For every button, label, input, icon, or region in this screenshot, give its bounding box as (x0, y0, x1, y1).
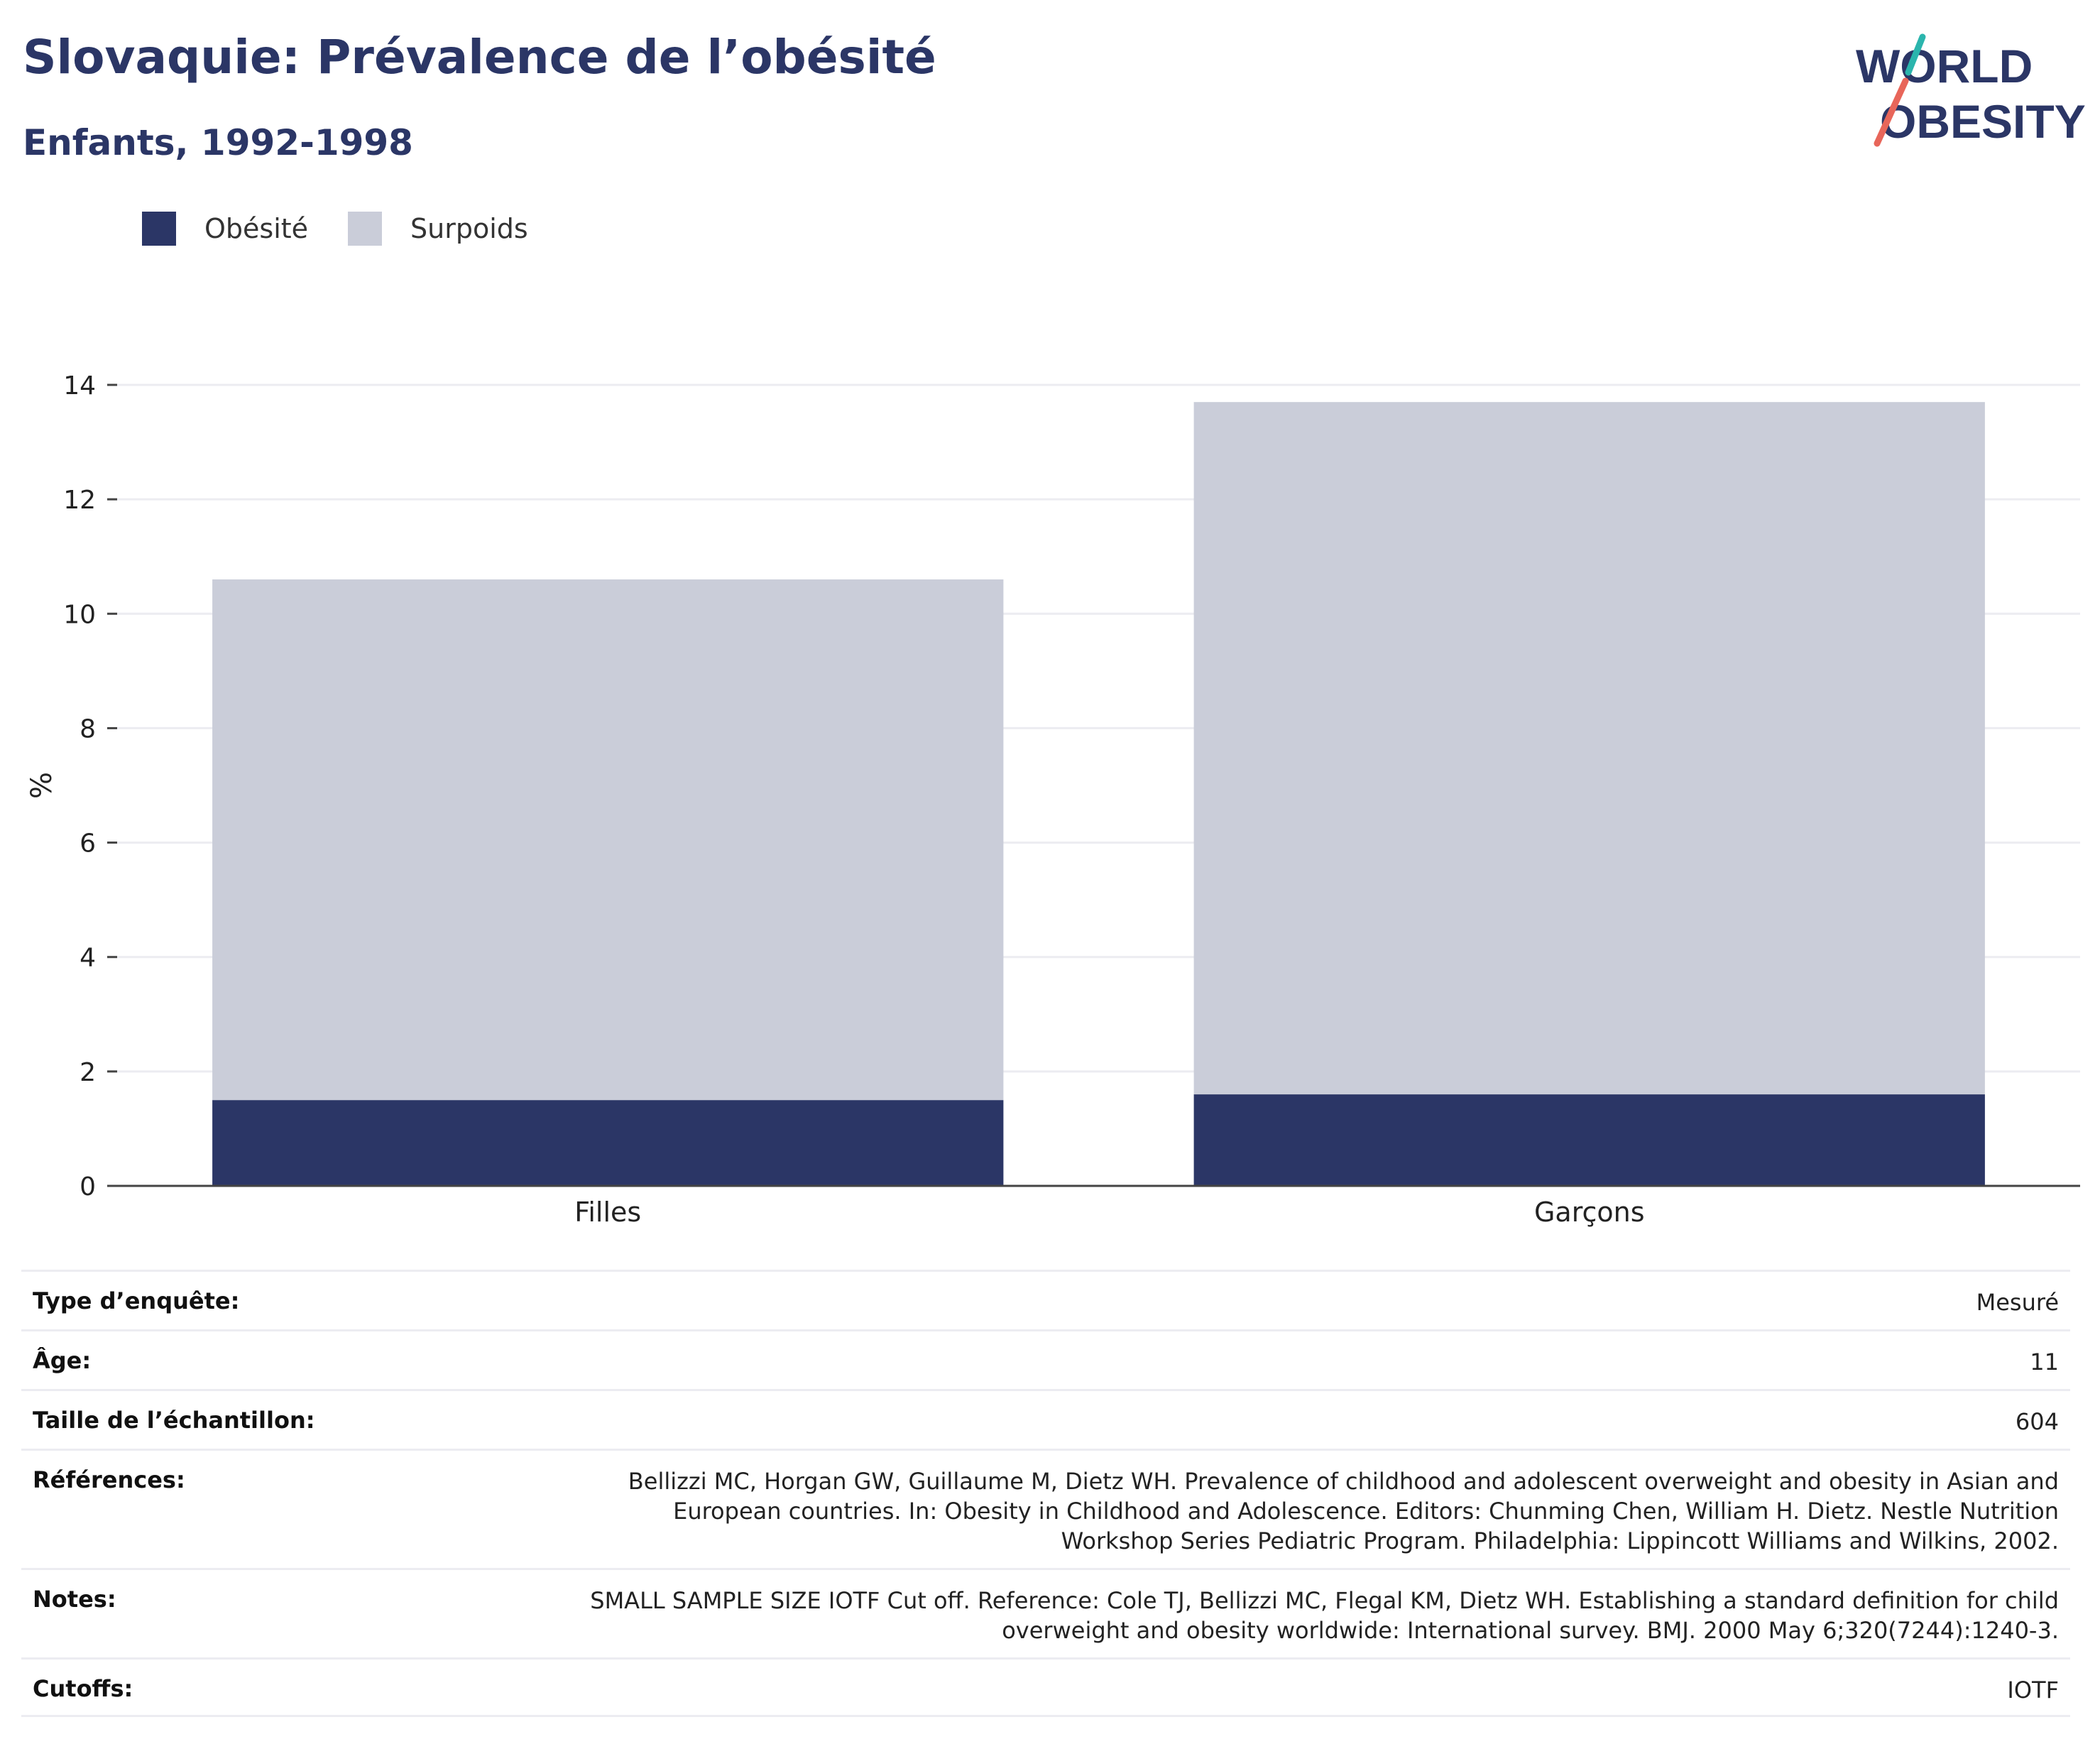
legend-swatch-obesite (142, 212, 176, 246)
legend-swatch-surpoids (348, 212, 383, 246)
legend-item-surpoids[interactable]: Surpoids (348, 212, 528, 246)
bar-chart: 0 2 4 6 8 10 12 14% Filles Garçons (26, 371, 2080, 1228)
info-value: 604 (2015, 1408, 2059, 1435)
info-label: Taille de l’échantillon: (33, 1407, 315, 1434)
world-obesity-logo: WORLD OBESITY (1856, 33, 2086, 148)
logo-line1: WORLD (1856, 40, 2033, 92)
info-row-sample-size: Taille de l’échantillon: 604 (21, 1389, 2070, 1449)
info-value: Bellizzi MC, Horgan GW, Guillaume M, Die… (628, 1468, 2059, 1554)
y-tick-label: 10 (63, 600, 96, 629)
legend-item-obesite[interactable]: Obésité (142, 212, 308, 246)
info-label: Notes: (33, 1586, 116, 1613)
chart-legend: Obésité Surpoids (142, 212, 568, 246)
info-value: SMALL SAMPLE SIZE IOTF Cut off. Referenc… (590, 1587, 2059, 1644)
info-label: Type d’enquête: (33, 1287, 240, 1314)
legend-label-obesite: Obésité (204, 213, 309, 244)
info-row-survey-type: Type d’enquête: Mesuré (21, 1270, 2070, 1329)
info-label: Références: (33, 1466, 185, 1493)
y-tick-label: 6 (80, 829, 96, 859)
info-value: IOTF (2007, 1677, 2059, 1704)
x-tick-label: Filles (574, 1197, 641, 1228)
bar-obesite (212, 1100, 1004, 1186)
info-label: Cutoffs: (33, 1675, 133, 1702)
y-tick-label: 12 (63, 486, 96, 515)
info-value: Mesuré (1976, 1289, 2059, 1316)
page-subtitle: Enfants, 1992-1998 (23, 122, 413, 163)
info-row-notes: Notes: SMALL SAMPLE SIZE IOTF Cut off. R… (21, 1568, 2070, 1657)
y-tick-label: 8 (80, 714, 96, 743)
y-tick-label: 2 (80, 1058, 96, 1087)
bar-surpoids (1193, 402, 1985, 1095)
survey-info-table: Type d’enquête: Mesuré Âge: 11 Taille de… (21, 1270, 2070, 1717)
y-tick-label: 0 (80, 1172, 96, 1202)
logo-line2: OBESITY (1880, 95, 2086, 148)
info-row-cutoffs: Cutoffs: IOTF (21, 1657, 2070, 1717)
info-row-age: Âge: 11 (21, 1329, 2070, 1389)
bar-surpoids (212, 579, 1004, 1101)
y-axis-label: % (26, 772, 58, 799)
x-tick-label: Garçons (1534, 1197, 1645, 1228)
bar-obesite (1193, 1094, 1985, 1186)
y-tick-label: 14 (63, 371, 96, 401)
y-tick-label: 4 (80, 944, 96, 973)
info-value: 11 (2030, 1348, 2059, 1375)
page-title: Slovaquie: Prévalence de l’obésité (23, 30, 936, 85)
info-label: Âge: (33, 1347, 92, 1374)
info-row-references: Références: Bellizzi MC, Horgan GW, Guil… (21, 1449, 2070, 1568)
legend-label-surpoids: Surpoids (410, 213, 528, 244)
